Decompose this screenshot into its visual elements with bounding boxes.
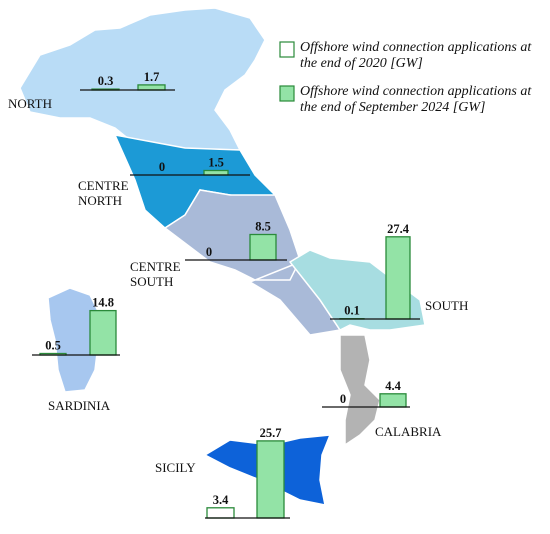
value-label: 25.7 xyxy=(260,426,282,440)
region-label: SARDINIA xyxy=(48,398,111,413)
value-label: 0 xyxy=(340,392,346,406)
value-label: 1.7 xyxy=(144,70,160,84)
value-label: 4.4 xyxy=(385,379,401,393)
bar xyxy=(137,84,166,91)
region-label: SICILY xyxy=(155,460,196,475)
value-label: 0.3 xyxy=(98,74,114,88)
value-label: 0.5 xyxy=(45,339,61,353)
value-label: 0.1 xyxy=(344,304,360,318)
bar xyxy=(256,440,285,519)
region-label: CENTRE NORTH xyxy=(78,178,129,208)
value-label: 1.5 xyxy=(208,156,224,170)
value-label: 0 xyxy=(206,245,212,259)
legend-swatch xyxy=(279,85,295,102)
bar xyxy=(249,233,277,261)
bar xyxy=(379,393,407,408)
bar xyxy=(89,309,117,356)
value-label: 27.4 xyxy=(387,222,410,236)
sardinia-region xyxy=(47,287,101,393)
region-label: NORTH xyxy=(8,96,52,111)
value-label: 0 xyxy=(159,160,165,174)
bar xyxy=(385,236,411,320)
legend-label: Offshore wind connection applications at… xyxy=(300,40,532,71)
region-label: CENTRE SOUTH xyxy=(130,259,181,289)
value-label: 14.8 xyxy=(92,296,114,310)
value-label: 8.5 xyxy=(255,220,271,234)
legend-swatch xyxy=(279,41,295,58)
value-label: 3.4 xyxy=(213,493,229,507)
calabria-region xyxy=(339,334,381,447)
region-label: SOUTH xyxy=(425,298,469,313)
north-region xyxy=(19,7,266,151)
bar xyxy=(203,169,229,176)
bar xyxy=(206,507,235,519)
region-label: CALABRIA xyxy=(375,424,442,439)
legend-label: Offshore wind connection applications at… xyxy=(300,84,532,115)
